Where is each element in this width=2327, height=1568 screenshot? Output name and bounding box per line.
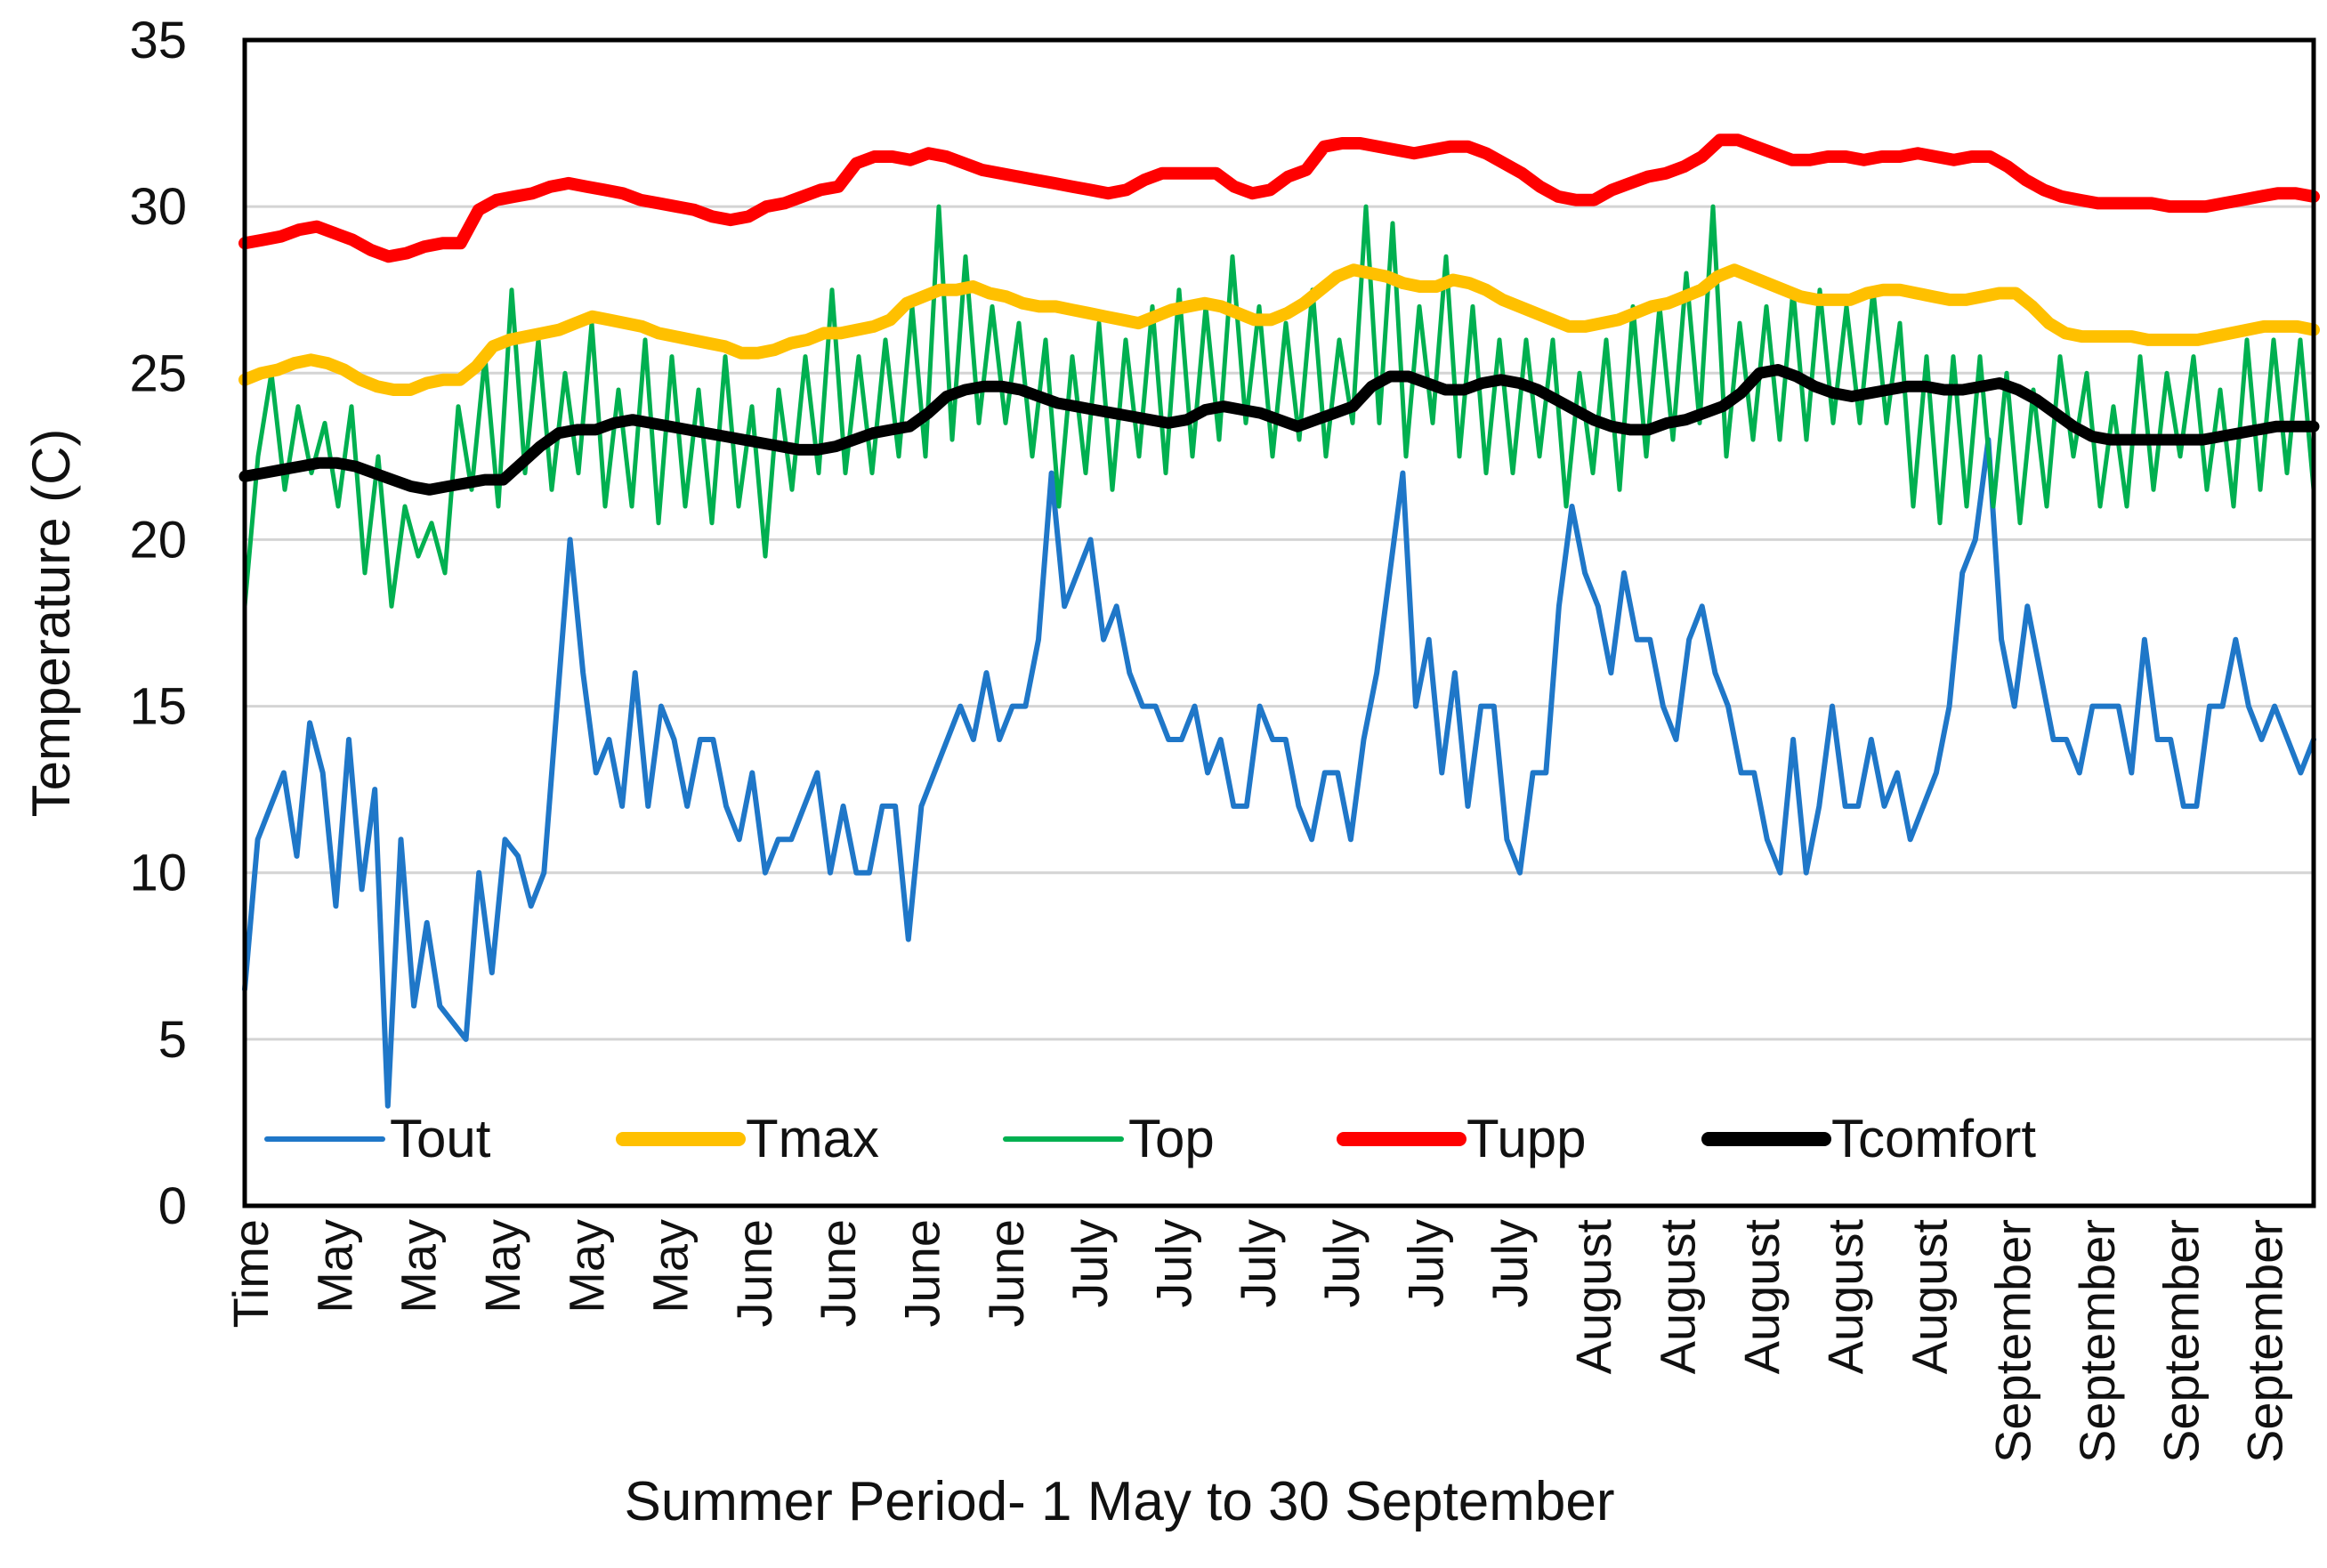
x-tick-label: June xyxy=(726,1219,782,1327)
series-line-tmax xyxy=(238,263,2320,396)
series-line-tupp xyxy=(238,133,2320,263)
x-tick-label: August xyxy=(1649,1219,1705,1375)
y-tick-label: 5 xyxy=(158,1011,187,1069)
x-tick-label: May xyxy=(558,1219,614,1313)
series-lines xyxy=(238,133,2320,1109)
y-axis-title: Temperature (C) xyxy=(21,429,81,818)
x-tick-label: June xyxy=(978,1219,1034,1327)
x-tick-label: September xyxy=(2153,1219,2209,1463)
x-tick-label: July xyxy=(1482,1219,1538,1308)
series-line-top xyxy=(242,204,2316,609)
x-tick-label: July xyxy=(1397,1219,1453,1308)
x-tick-label: Time xyxy=(222,1219,279,1328)
y-tick-label: 0 xyxy=(158,1177,187,1235)
x-tick-label: June xyxy=(894,1219,950,1327)
x-axis-title: Summer Period- 1 May to 30 September xyxy=(624,1471,1614,1532)
x-tick-label: July xyxy=(1062,1219,1118,1308)
y-tick-label: 35 xyxy=(129,12,187,69)
y-tick-label: 15 xyxy=(129,678,187,736)
y-tick-label: 25 xyxy=(129,344,187,402)
x-tick-label: August xyxy=(1901,1219,1957,1375)
x-tick-label: June xyxy=(810,1219,866,1327)
x-tick-label: July xyxy=(1230,1219,1286,1308)
x-tick-label: May xyxy=(391,1219,447,1313)
x-tick-label: August xyxy=(1817,1219,1873,1375)
x-tick-label: May xyxy=(642,1219,699,1313)
x-tick-label: September xyxy=(2237,1219,2293,1463)
legend-label-tcomfort: Tcomfort xyxy=(1831,1109,2036,1168)
legend-label-top: Top xyxy=(1128,1109,1215,1168)
x-tick-label: July xyxy=(1313,1219,1370,1308)
legend-label-tout: Tout xyxy=(390,1109,491,1168)
y-tick-label: 20 xyxy=(129,511,187,569)
plot-area-border xyxy=(242,37,2316,1208)
x-tick-label: July xyxy=(1146,1219,1202,1308)
y-tick-label: 30 xyxy=(129,178,187,236)
x-tick-label: August xyxy=(1733,1219,1790,1375)
x-tick-label: May xyxy=(474,1219,530,1313)
y-tick-label: 10 xyxy=(129,845,187,902)
x-axis-ticks: Time May May May May May June June June June July J… xyxy=(222,1219,2293,1463)
legend-label-tmax: Tmax xyxy=(746,1109,879,1168)
y-axis-ticks: 0 5 10 15 20 25 30 35 xyxy=(129,12,187,1235)
x-tick-label: September xyxy=(2069,1219,2125,1463)
x-tick-label: August xyxy=(1565,1219,1621,1375)
x-tick-label: May xyxy=(306,1219,362,1313)
x-tick-label: September xyxy=(1985,1219,2041,1463)
legend-label-tupp: Tupp xyxy=(1466,1109,1587,1168)
legend: Tout Tmax Top Tupp Tcomfort xyxy=(264,1109,2036,1168)
series-line-tout xyxy=(242,437,2316,1109)
series-line-tcomfort xyxy=(238,364,2320,496)
